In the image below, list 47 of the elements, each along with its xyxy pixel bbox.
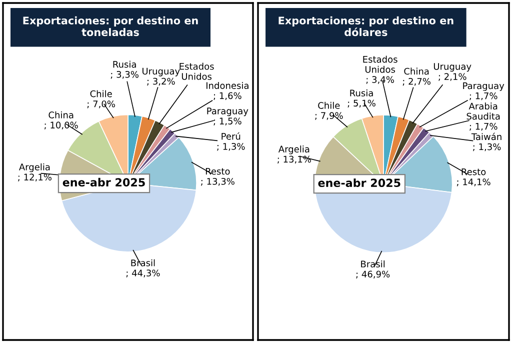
chart-title: Exportaciones: por destino en toneladas: [23, 16, 198, 36]
text: ene-abr 2025: [318, 178, 400, 188]
slice-label: Argelia: [18, 163, 50, 172]
data-label: ; 1,5%: [214, 118, 242, 126]
data-label: ; 44,3%: [126, 270, 160, 278]
slice-label: Uruguay: [142, 68, 180, 76]
slice-label: Taiwán: [471, 132, 502, 140]
data-label: ; 1,3%: [217, 142, 245, 151]
slice-label: Resto: [206, 168, 230, 175]
slice-label: Argelia: [278, 146, 310, 154]
data-label: ; 1,7%: [470, 92, 498, 100]
slice-label: Arabia Saudita: [466, 102, 500, 120]
slice-label: Perú: [222, 132, 240, 140]
slice-label: Paraguay: [463, 82, 504, 91]
data-label: ; 46,9%: [356, 270, 390, 278]
slice-label: Resto: [462, 168, 486, 176]
data-label: ; 12,1%: [18, 174, 52, 182]
data-label: ; 3,2%: [147, 78, 175, 86]
data-label: ; 1,3%: [473, 143, 501, 152]
slice-label: Brasil: [131, 259, 155, 266]
slice-label: Rusia: [113, 60, 136, 68]
data-label: ; 1,7%: [470, 122, 498, 131]
data-label: ; 2,1%: [438, 73, 466, 81]
slice-label: Uruguay: [434, 63, 472, 72]
chart-title: Exportaciones: por destino en dólares: [278, 16, 454, 36]
data-label: ; 7,0%: [87, 100, 115, 108]
data-label: ; 3,4%: [366, 76, 394, 84]
data-label: ; 14,1%: [456, 178, 490, 186]
text: ene-abr 2025: [62, 178, 145, 187]
data-label: ; 7,9%: [315, 112, 343, 120]
data-label: ; 13,3%: [201, 178, 234, 186]
slice-label: Estados Unidos: [180, 62, 214, 80]
slice-label: Estados Unidos: [363, 56, 398, 73]
data-label: ; 10,0%: [44, 122, 78, 130]
data-label: ; 1,6%: [214, 92, 242, 100]
slice-label: China: [404, 68, 429, 75]
data-label: ; 13,1%: [278, 156, 311, 164]
slice-label: Brasil: [361, 260, 385, 268]
slice-label: Chile: [90, 90, 112, 98]
slice-label: Rusia: [350, 89, 373, 96]
slice-label: Indonesia: [206, 82, 248, 89]
data-label: ; 2,7%: [402, 78, 430, 86]
slice-label: Chile: [318, 102, 340, 109]
data-label: ; 5,1%: [348, 100, 376, 108]
slice-label: Paraguay: [207, 108, 248, 116]
data-label: ; 3,3%: [110, 70, 138, 79]
slice-label: China: [48, 111, 74, 118]
